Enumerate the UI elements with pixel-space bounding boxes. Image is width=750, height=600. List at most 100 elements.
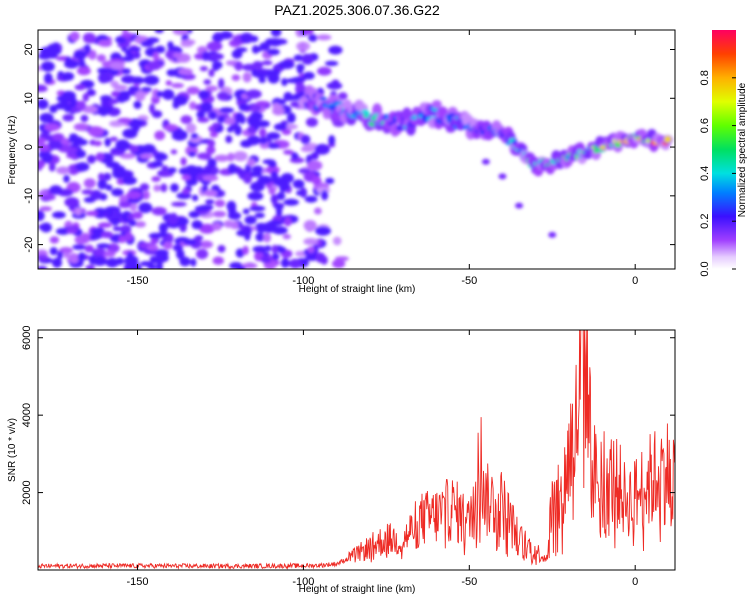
heatmap-cell	[163, 241, 173, 250]
heatmap-x-label: Height of straight line (km)	[299, 284, 416, 295]
heatmap-cell	[267, 38, 283, 47]
heatmap-cell	[271, 226, 288, 235]
heatmap-cell	[316, 34, 332, 41]
heatmap-cell	[194, 205, 210, 212]
heatmap-cell	[86, 154, 96, 164]
heatmap-x-tick-label: -100	[292, 275, 314, 287]
heatmap-cell	[103, 172, 112, 181]
heatmap-cell	[191, 220, 203, 230]
heatmap-cell	[133, 100, 142, 110]
heatmap-x-tick-label: -50	[461, 275, 477, 287]
heatmap-cell	[283, 123, 298, 130]
heatmap-cell	[269, 69, 281, 76]
heatmap-cell	[267, 220, 283, 226]
heatmap-cell	[120, 56, 135, 62]
heatmap-cell	[212, 222, 222, 231]
heatmap-cell	[286, 112, 296, 124]
snr-x-tick-label: -150	[127, 576, 149, 588]
colorbar-ticks: 0.0 0.2 0.4 0.6 0.8	[699, 70, 736, 277]
heatmap-cell	[171, 82, 185, 89]
heatmap-cell	[125, 38, 132, 44]
heatmap-cell	[227, 211, 242, 220]
heatmap-cell	[64, 59, 79, 69]
heatmap-cell	[266, 48, 280, 56]
heatmap-cell	[217, 116, 226, 123]
heatmap-cell	[69, 96, 77, 108]
heatmap-cell	[664, 136, 672, 143]
heatmap-cell	[212, 61, 223, 70]
heatmap-cell	[52, 133, 65, 141]
heatmap-cell	[128, 219, 137, 227]
heatmap-cell	[89, 233, 102, 240]
heatmap-cell	[274, 203, 284, 210]
heatmap-cell	[38, 143, 50, 152]
heatmap-cell	[44, 123, 60, 132]
heatmap-cell	[293, 54, 304, 62]
heatmap-cell	[156, 90, 163, 98]
heatmap-cell	[90, 228, 103, 234]
heatmap-cell	[96, 54, 106, 62]
heatmap-cell	[43, 72, 53, 84]
heatmap-cell	[247, 191, 264, 201]
heatmap-cell	[273, 123, 288, 131]
heatmap-cell	[49, 247, 58, 256]
heatmap-cell	[92, 256, 108, 266]
heatmap-y-tick-label: 0	[23, 144, 35, 150]
heatmap-cell	[98, 106, 113, 113]
heatmap-cell	[208, 68, 215, 78]
heatmap-cell	[64, 197, 80, 208]
heatmap-cell	[170, 149, 178, 155]
heatmap-cell	[240, 32, 254, 44]
heatmap-cell	[93, 140, 102, 147]
heatmap-cell	[180, 39, 196, 45]
snr-series-line	[38, 330, 675, 570]
heatmap-cell	[56, 166, 70, 175]
heatmap-cell	[260, 255, 272, 264]
heatmap-cell	[200, 102, 213, 113]
heatmap-cell	[48, 162, 56, 172]
heatmap-cell	[73, 49, 87, 61]
heatmap-cell	[96, 243, 111, 249]
heatmap-cell	[171, 201, 187, 207]
heatmap-cell	[250, 181, 265, 192]
heatmap-cell	[214, 199, 226, 208]
heatmap-cell	[231, 74, 241, 81]
heatmap-cell	[282, 233, 291, 240]
heatmap-cell	[212, 256, 224, 265]
heatmap-cell	[128, 86, 140, 92]
colorbar-tick-label: 0.0	[699, 261, 711, 276]
heatmap-cell	[227, 152, 235, 162]
heatmap-cell	[194, 166, 204, 175]
heatmap-cell	[104, 137, 111, 147]
heatmap-cell	[208, 53, 224, 60]
heatmap-cell	[156, 261, 163, 269]
heatmap-cell	[76, 66, 91, 76]
colorbar-tick-label: 0.2	[699, 214, 711, 229]
heatmap-cell	[139, 183, 150, 191]
heatmap-cell	[71, 136, 84, 143]
heatmap-cell	[172, 30, 189, 36]
heatmap-cell	[98, 72, 109, 84]
heatmap-cell	[167, 167, 177, 174]
heatmap-cell	[154, 130, 166, 141]
heatmap-cell	[251, 165, 264, 174]
heatmap-cell	[283, 149, 294, 155]
heatmap-y-tick-label: 10	[23, 92, 35, 104]
heatmap-cell	[106, 208, 113, 217]
heatmap-cell	[118, 235, 127, 244]
heatmap-cell	[338, 92, 348, 100]
heatmap-cell	[38, 254, 49, 261]
heatmap-cell	[284, 216, 292, 227]
heatmap-cell	[242, 245, 249, 255]
heatmap-cell	[252, 245, 268, 253]
heatmap-cell	[100, 97, 110, 109]
colorbar-tick-label: 0.6	[699, 118, 711, 133]
heatmap-cell	[87, 88, 95, 95]
heatmap-cell	[128, 46, 141, 52]
heatmap-cell	[261, 60, 273, 66]
heatmap-cell	[211, 34, 222, 42]
heatmap-cell	[76, 100, 87, 111]
heatmap-cell	[223, 220, 234, 228]
heatmap-cell	[301, 53, 314, 65]
heatmap-cell	[63, 252, 71, 259]
